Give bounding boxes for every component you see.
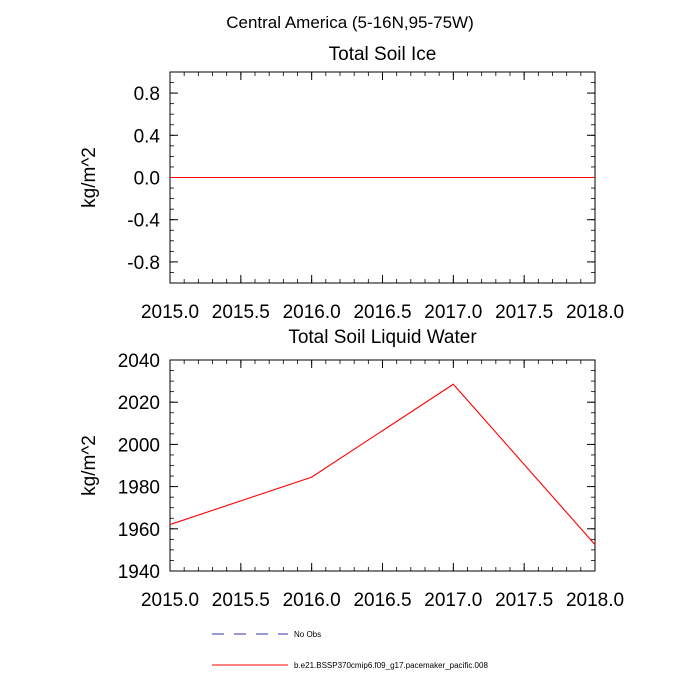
- chart-0-y-tick-label: 0.4: [134, 126, 161, 147]
- chart-0-x-tick-label: 2017.5: [495, 302, 553, 323]
- chart-1-plot-frame: [169, 359, 596, 572]
- chart-1-y-tick-label: 1980: [118, 478, 160, 499]
- chart-1-y-tick-label: 1960: [118, 520, 160, 541]
- chart-1-y-axis-label: kg/m^2: [79, 435, 100, 496]
- chart-1-x-tick-label: 2015.5: [212, 590, 270, 611]
- chart-1-y-tick-label: 1940: [118, 562, 160, 583]
- chart-0-y-tick-label: 0.8: [134, 84, 160, 105]
- legend-item-no-obs: No Obs: [212, 630, 321, 639]
- chart-0-x-tick-label: 2015.0: [141, 302, 199, 323]
- chart-0-x-tick-label: 2016.5: [353, 302, 411, 323]
- legend-item-model-run: b.e21.BSSP370cmip6.f09_g17.pacemaker_pac…: [212, 661, 488, 670]
- chart-0-x-tick-label: 2015.5: [212, 302, 270, 323]
- chart-1-title: Total Soil Liquid Water: [288, 327, 477, 348]
- chart-1-x-tick-label: 2016.0: [283, 590, 341, 611]
- panel-soil-liquid-water: Total Soil Liquid Water 2015.0 2015.5 2016.…: [79, 327, 624, 611]
- chart-1-x-tick-label: 2015.0: [141, 590, 199, 611]
- legend-label-no-obs: No Obs: [294, 630, 321, 639]
- chart-1-x-tick-label: 2017.5: [495, 590, 553, 611]
- chart-0-y-axis-label: kg/m^2: [79, 147, 100, 208]
- chart-1-y-tick-label: 2020: [118, 393, 160, 414]
- chart-1-series-0-line: [169, 383, 596, 545]
- chart-1-x-tick-label: 2018.0: [566, 590, 624, 611]
- chart-1-x-tick-label: 2017.0: [424, 590, 482, 611]
- chart-1-y-tick-label: 2040: [118, 351, 160, 372]
- chart-0-y-tick-label: -0.4: [127, 211, 160, 232]
- chart-0-y-tick-label: 0.0: [134, 169, 160, 190]
- chart-0-title: Total Soil Ice: [329, 44, 437, 65]
- chart-0-x-tick-label: 2018.0: [566, 302, 624, 323]
- legend-label-model-run: b.e21.BSSP370cmip6.f09_g17.pacemaker_pac…: [294, 661, 488, 670]
- chart-0-x-tick-label: 2016.0: [283, 302, 341, 323]
- chart-0-x-tick-label: 2017.0: [424, 302, 482, 323]
- panel-soil-ice: Total Soil Ice 2015.0 2015.5 2016.0 2016.5 20…: [79, 44, 624, 323]
- chart-1-y-tick-label: 2000: [118, 435, 160, 456]
- figure-title: Central America (5-16N,95-75W): [226, 13, 474, 32]
- chart-0-y-tick-label: -0.8: [127, 253, 160, 274]
- chart-1-x-tick-label: 2016.5: [353, 590, 411, 611]
- legend: No Obs b.e21.BSSP370cmip6.f09_g17.pacema…: [212, 630, 488, 670]
